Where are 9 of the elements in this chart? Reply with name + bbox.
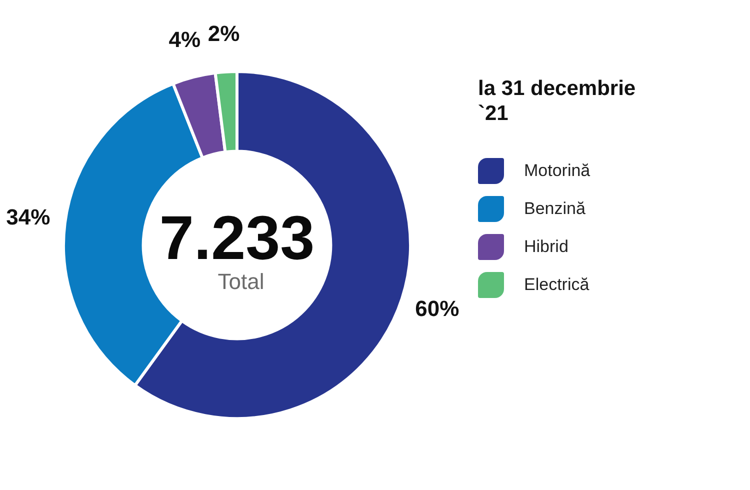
- legend-label: Hibrid: [524, 237, 568, 257]
- data-label: 60%: [415, 296, 460, 322]
- legend-title: la 31 decembrie `21: [478, 76, 637, 126]
- legend-label: Motorină: [524, 161, 590, 181]
- legend-label: Electrică: [524, 275, 590, 295]
- data-label: 34%: [6, 204, 50, 230]
- data-label: 4%: [168, 27, 201, 52]
- legend-label: Benzină: [524, 199, 586, 219]
- data-label: 2%: [208, 20, 240, 46]
